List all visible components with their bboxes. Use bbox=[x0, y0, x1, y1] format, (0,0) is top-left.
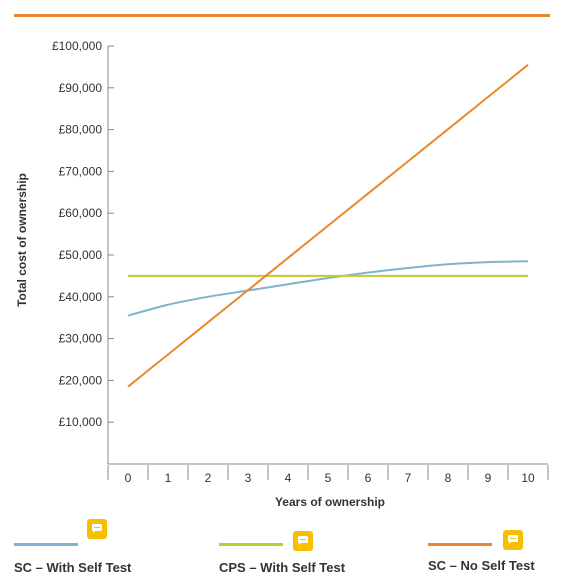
legend-swatch bbox=[14, 543, 78, 546]
legend-label: SC – With Self Test bbox=[14, 560, 132, 575]
legend-label: SC – No Self Test bbox=[428, 558, 535, 573]
x-tick-label: 8 bbox=[445, 471, 452, 485]
x-axis-ticks: 0 1 2 3 4 5 6 7 8 9 10 bbox=[107, 465, 549, 485]
series-line-sc-with-self-test bbox=[127, 260, 529, 317]
legend-swatch bbox=[428, 543, 492, 546]
y-axis-title: Total cost of ownership bbox=[15, 173, 29, 307]
y-tick-label: £100,000 bbox=[52, 39, 102, 53]
y-tick-label: £70,000 bbox=[59, 164, 103, 178]
comment-icon[interactable] bbox=[293, 531, 313, 551]
comment-icon[interactable] bbox=[87, 519, 107, 539]
x-tick-label: 5 bbox=[325, 471, 332, 485]
y-tick-label: £80,000 bbox=[59, 123, 103, 137]
x-tick-label: 9 bbox=[485, 471, 492, 485]
y-tick-label: £30,000 bbox=[59, 332, 103, 346]
comment-icon[interactable] bbox=[503, 530, 523, 550]
x-tick-label: 1 bbox=[165, 471, 172, 485]
x-tick-label: 0 bbox=[125, 471, 132, 485]
x-axis-title: Years of ownership bbox=[275, 495, 385, 509]
x-tick-label: 7 bbox=[405, 471, 412, 485]
y-tick-label: £50,000 bbox=[59, 248, 103, 262]
y-tick-label: £10,000 bbox=[59, 415, 103, 429]
y-tick-label: £90,000 bbox=[59, 81, 103, 95]
legend-swatch bbox=[219, 543, 283, 546]
top-divider bbox=[14, 14, 550, 17]
x-tick-label: 3 bbox=[245, 471, 252, 485]
y-axis-ticks: £10,000 £20,000 £30,000 £40,000 £50,000 £60,0… bbox=[52, 39, 114, 429]
series-line-sc-no-self-test bbox=[127, 64, 529, 388]
axes bbox=[107, 46, 548, 465]
line-chart: £10,000 £20,000 £30,000 £40,000 £50,000 £60,0… bbox=[15, 39, 549, 509]
x-tick-label: 2 bbox=[205, 471, 212, 485]
x-tick-label: 6 bbox=[365, 471, 372, 485]
x-tick-label: 4 bbox=[285, 471, 292, 485]
legend-label: CPS – With Self Test bbox=[219, 560, 346, 575]
series-lines bbox=[127, 64, 529, 388]
y-tick-label: £40,000 bbox=[59, 290, 103, 304]
x-tick-label: 10 bbox=[521, 471, 535, 485]
y-tick-label: £60,000 bbox=[59, 206, 103, 220]
y-tick-label: £20,000 bbox=[59, 373, 103, 387]
